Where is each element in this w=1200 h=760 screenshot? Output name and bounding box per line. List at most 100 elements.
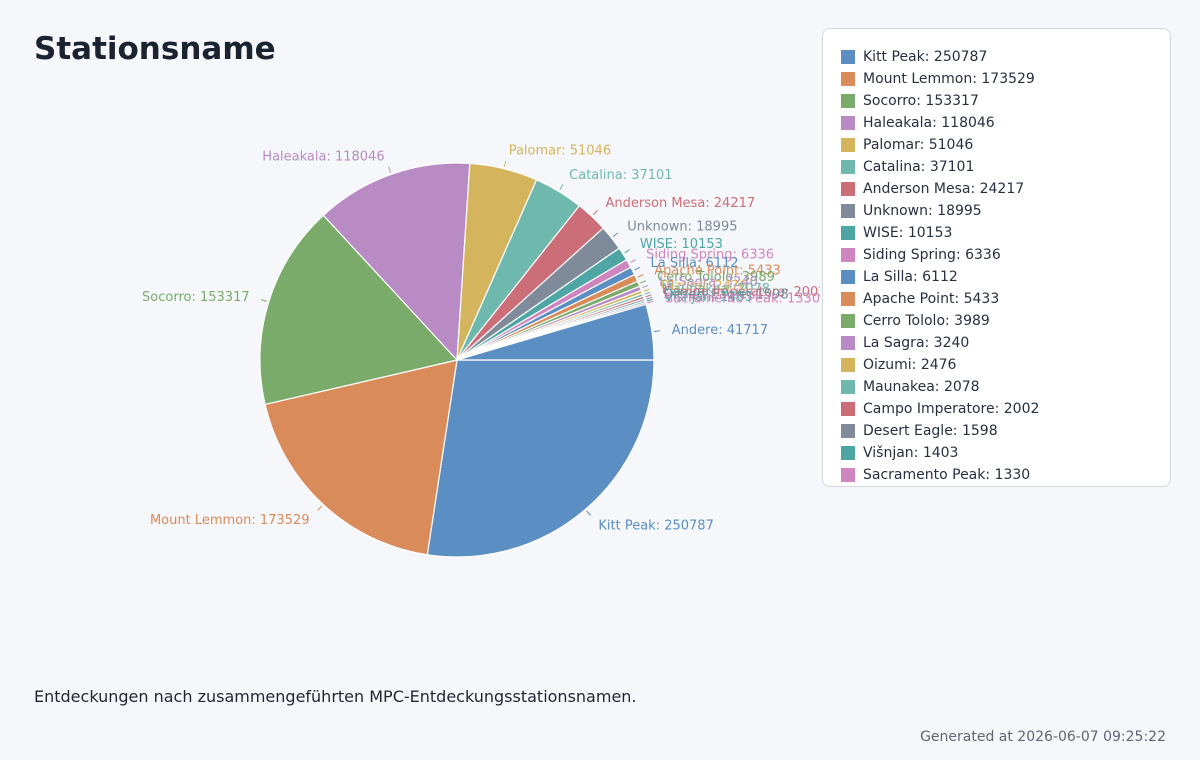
legend-swatch <box>841 314 855 328</box>
legend-item: WISE: 10153 <box>841 222 1170 244</box>
legend-item: Palomar: 51046 <box>841 134 1170 156</box>
legend-item: Sacramento Peak: 1330 <box>841 464 1170 486</box>
pie-label-tick-apache-point <box>637 274 644 278</box>
legend-item: Anderson Mesa: 24217 <box>841 178 1170 200</box>
pie-label-palomar: Palomar: 51046 <box>509 143 611 158</box>
pie-label-tick-cerro-tololo <box>640 280 647 284</box>
legend-item: Haleakala: 118046 <box>841 112 1170 134</box>
legend-item: Cerro Tololo: 3989 <box>841 310 1170 332</box>
pie-label-tick-wise <box>624 249 631 254</box>
legend-label: Desert Eagle: 1598 <box>863 423 998 439</box>
pie-label-mount-lemmon: Mount Lemmon: 173529 <box>150 513 310 528</box>
pie-label-campo-imperatore: Campo Imperatore: 2002 <box>663 285 820 300</box>
legend-label: Palomar: 51046 <box>863 137 974 153</box>
pie-label-tick-siding-spring <box>630 259 636 263</box>
legend-label: Sacramento Peak: 1330 <box>863 467 1031 483</box>
pie-label-siding-spring: Siding Spring: 6336 <box>646 248 774 263</box>
legend-label: Apache Point: 5433 <box>863 291 1000 307</box>
legend-item: Unknown: 18995 <box>841 200 1170 222</box>
legend-swatch <box>841 446 855 460</box>
pie-label-tick-maunakea <box>644 291 651 295</box>
legend-swatch <box>841 424 855 438</box>
legend-item: Višnjan: 1403 <box>841 442 1170 464</box>
pie-label-tick-catalina <box>559 184 564 190</box>
legend-swatch <box>841 380 855 394</box>
pie-label-catalina: Catalina: 37101 <box>569 168 672 183</box>
pie-label-tick-oizumi <box>643 288 650 292</box>
pie-label-oizumi: Oizumi: 2476 <box>661 279 748 294</box>
legend-label: Siding Spring: 6336 <box>863 247 1001 263</box>
pie-label-andere: Andere: 41717 <box>672 323 768 338</box>
legend-item: Mount Lemmon: 173529 <box>841 68 1170 90</box>
pie-label-tick-mount-lemmon <box>317 505 323 511</box>
legend-swatch <box>841 292 855 306</box>
legend-label: La Silla: 6112 <box>863 269 958 285</box>
generated-timestamp: Generated at 2026-06-07 09:25:22 <box>920 729 1166 745</box>
legend-label: Socorro: 153317 <box>863 93 979 109</box>
legend-item: Desert Eagle: 1598 <box>841 420 1170 442</box>
pie-label-tick-anderson-mesa <box>592 210 598 216</box>
pie-label-tick-andere <box>653 330 660 333</box>
pie-label-unknown: Unknown: 18995 <box>627 219 737 234</box>
pie-slice-haleakala <box>322 162 471 362</box>
legend-item: Campo Imperatore: 2002 <box>841 398 1170 420</box>
legend-swatch <box>841 226 855 240</box>
pie-label-kitt-peak: Kitt Peak: 250787 <box>598 519 713 534</box>
legend-swatch <box>841 204 855 218</box>
legend-item: Maunakea: 2078 <box>841 376 1170 398</box>
legend-item: La Sagra: 3240 <box>841 332 1170 354</box>
pie-label-maunakea: Maunakea: 2078 <box>662 282 770 297</box>
legend-label: Maunakea: 2078 <box>863 379 980 395</box>
pie-label-tick-campo-imperatore <box>645 294 652 298</box>
legend-label: WISE: 10153 <box>863 225 953 241</box>
pie-label-haleakala: Haleakala: 118046 <box>262 149 384 164</box>
legend-swatch <box>841 138 855 152</box>
legend-swatch <box>841 248 855 262</box>
legend-label: Kitt Peak: 250787 <box>863 49 988 65</box>
legend-swatch <box>841 94 855 108</box>
pie-label-sacramento-peak: Sacramento Peak: 1330 <box>665 292 820 307</box>
legend-label: Oizumi: 2476 <box>863 357 957 373</box>
legend-label: Catalina: 37101 <box>863 159 975 175</box>
legend-swatch <box>841 160 855 174</box>
legend-item: Apache Point: 5433 <box>841 288 1170 310</box>
legend-item: Siding Spring: 6336 <box>841 244 1170 266</box>
pie-label-visnjan: Višnjan: 1403 <box>664 290 753 305</box>
legend-label: Unknown: 18995 <box>863 203 982 219</box>
pie-label-la-silla: La Silla: 6112 <box>651 256 739 271</box>
pie-labels: Kitt Peak: 250787 Mount Lemmon: 173529 Soc… <box>142 143 820 533</box>
pie-label-tick-haleakala <box>388 166 392 173</box>
pie-slice-andere <box>456 303 655 361</box>
pie-label-cerro-tololo: Cerro Tololo: 3989 <box>657 270 775 285</box>
legend-label: La Sagra: 3240 <box>863 335 970 351</box>
pie-label-anderson-mesa: Anderson Mesa: 24217 <box>606 196 756 211</box>
legend-swatch <box>841 336 855 350</box>
pie-label-tick-la-silla <box>634 266 641 271</box>
pie-slice-socorro <box>259 214 459 406</box>
pie-label-tick-sacramento-peak <box>647 300 654 304</box>
legend-item: Kitt Peak: 250787 <box>841 46 1170 68</box>
pie-label-tick-palomar <box>503 160 507 167</box>
pie-label-socorro: Socorro: 153317 <box>142 290 250 305</box>
legend-item: Socorro: 153317 <box>841 90 1170 112</box>
legend-swatch <box>841 358 855 372</box>
legend-label: Mount Lemmon: 173529 <box>863 71 1035 87</box>
pie-label-tick-la-sagra <box>642 284 649 289</box>
pie-label-la-sagra: La Sagra: 3240 <box>659 275 758 290</box>
legend-item: Oizumi: 2476 <box>841 354 1170 376</box>
pie-label-apache-point: Apache Point: 5433 <box>654 264 781 279</box>
pie-label-tick-kitt-peak <box>586 510 591 516</box>
legend-swatch <box>841 116 855 130</box>
legend-label: Haleakala: 118046 <box>863 115 995 131</box>
pie-label-tick-desert-eagle <box>646 296 653 300</box>
page-title: Stationsname <box>34 31 276 67</box>
legend-swatch <box>841 72 855 86</box>
pie-slices <box>259 162 655 558</box>
pie-slice-kitt-peak <box>426 359 655 558</box>
legend-swatch <box>841 50 855 64</box>
pie-label-wise: WISE: 10153 <box>640 237 723 252</box>
chart-caption: Entdeckungen nach zusammengeführten MPC-… <box>34 687 637 706</box>
legend-label: Campo Imperatore: 2002 <box>863 401 1040 417</box>
pie-label-desert-eagle: Desert Eagle: 1598 <box>664 288 789 303</box>
